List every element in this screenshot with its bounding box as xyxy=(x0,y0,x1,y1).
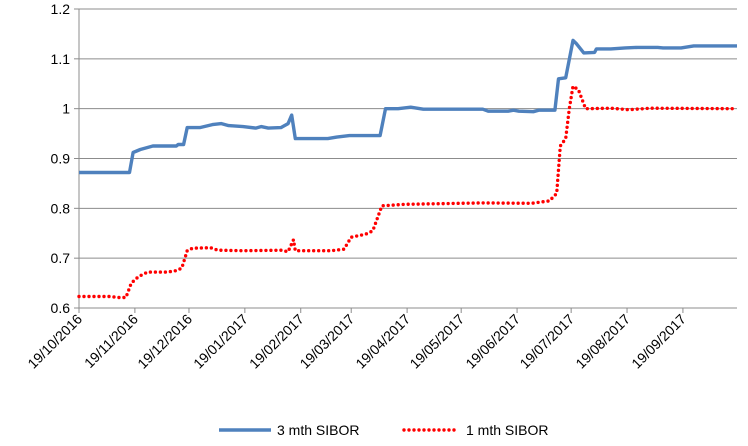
legend-label-0: 3 mth SIBOR xyxy=(277,422,359,438)
y-tick-label-1: 0.7 xyxy=(51,250,71,266)
x-tick-label-0: 19/10/2016 xyxy=(24,311,85,372)
series-line-1 xyxy=(77,84,739,300)
y-tick-label-4: 1 xyxy=(62,101,70,117)
series-group xyxy=(77,38,739,300)
x-tick-label-6: 19/04/2017 xyxy=(352,311,413,372)
y-tick-label-6: 1.2 xyxy=(51,1,71,17)
legend: 3 mth SIBOR 1 mth SIBOR xyxy=(219,422,548,438)
x-tick-label-8: 19/06/2017 xyxy=(462,311,523,372)
x-tick-label-5: 19/03/2017 xyxy=(296,311,357,372)
series-line-0 xyxy=(79,38,737,175)
x-tick-label-3: 19/01/2017 xyxy=(190,311,251,372)
x-tick-label-1: 19/11/2016 xyxy=(81,311,141,371)
y-axis: 0.6 0.7 0.8 0.9 1 1.1 1.2 xyxy=(51,1,80,316)
y-tick-label-5: 1.1 xyxy=(51,51,71,67)
gridlines xyxy=(79,8,737,309)
x-tick-label-7: 19/05/2017 xyxy=(406,311,467,372)
x-tick-label-11: 19/09/2017 xyxy=(628,311,689,372)
x-tick-label-2: 19/12/2016 xyxy=(134,311,195,372)
x-tick-label-9: 19/07/2017 xyxy=(516,311,577,372)
x-tick-label-10: 19/08/2017 xyxy=(572,311,633,372)
x-axis: 19/10/201619/11/201619/12/201619/01/2017… xyxy=(24,307,737,372)
y-tick-label-3: 0.9 xyxy=(51,151,71,167)
y-tick-label-0: 0.6 xyxy=(51,300,71,316)
legend-label-1: 1 mth SIBOR xyxy=(466,422,548,438)
y-tick-label-2: 0.8 xyxy=(51,200,71,216)
